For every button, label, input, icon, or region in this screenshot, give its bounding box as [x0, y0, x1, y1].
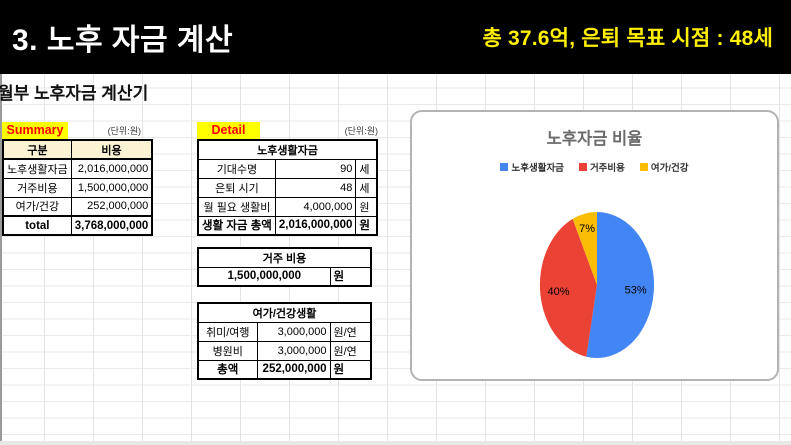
chart-title: 노후자금 비율 [546, 130, 643, 148]
summary-row-label[interactable]: 노후생활자금 [2, 158, 72, 179]
detail-row-label[interactable]: 취미/여행 [197, 321, 258, 342]
detail-row: 총액 252,000,000 원 [197, 359, 372, 380]
detail-table-title[interactable]: 여가/건강생활 [197, 302, 372, 323]
legend-item-label: 거주비용 [589, 163, 625, 174]
summary-row-value[interactable]: 252,000,000 [70, 196, 153, 217]
detail-row-value[interactable]: 1,500,000,000 [197, 266, 331, 287]
detail-row: 월 필요 생활비 4,000,000 원 [197, 196, 378, 217]
detail-row: 기대수명 90 세 [197, 158, 378, 179]
legend-swatch-icon [639, 163, 648, 171]
pie-chart-card[interactable]: 노후자금 비율 노후생활자금 거주비용 여가/건강 53% 40% 7% [410, 110, 779, 381]
summary-row: 여가/건강 252,000,000 [2, 196, 153, 217]
detail-row-label[interactable]: 은퇴 시기 [197, 177, 276, 198]
detail-row-unit[interactable]: 원/연 [329, 340, 372, 361]
summary-table: 구분 비용 노후생활자금 2,016,000,000 거주비용 1,500,000,000… [2, 139, 154, 236]
sheet-title: 월부 노후자금 계산기 [0, 84, 149, 103]
detail-unit-note: (단위:원) [344, 126, 378, 136]
pie-slice-label: 7% [579, 223, 595, 235]
detail-table-title[interactable]: 노후생활자금 [197, 139, 378, 160]
summary-col-header[interactable]: 구분 [2, 139, 72, 160]
legend-item[interactable]: 노후생활자금 [500, 160, 564, 174]
detail-row-value[interactable]: 4,000,000 [274, 196, 357, 217]
chart-legend: 노후생활자금 거주비용 여가/건강 [412, 160, 777, 174]
detail-row-label[interactable]: 병원비 [197, 340, 258, 361]
detail-tag[interactable]: Detail [197, 122, 260, 139]
detail-row-label[interactable]: 월 필요 생활비 [197, 196, 276, 217]
detail-block: Detail (단위:원) 노후생활자금 기대수명 90 세 은퇴 시기 48 세 월 필요 … [197, 121, 378, 380]
detail-row-unit[interactable]: 원 [329, 359, 372, 380]
detail-row: 생활 자금 총액 2,016,000,000 원 [197, 215, 378, 236]
summary-row-label[interactable]: 여가/건강 [2, 196, 72, 217]
detail-row-value[interactable]: 90 [274, 158, 357, 179]
summary-total-value[interactable]: 3,768,000,000 [70, 215, 153, 236]
detail-row-unit[interactable]: 원 [355, 215, 378, 236]
detail-row-unit[interactable]: 세 [355, 158, 378, 179]
legend-item-label: 노후생활자금 [511, 163, 564, 174]
summary-row-label[interactable]: 거주비용 [2, 177, 72, 198]
summary-label-row: Summary (단위:원) [2, 121, 141, 139]
detail-row: 취미/여행 3,000,000 원/연 [197, 321, 372, 342]
legend-swatch-icon [578, 163, 587, 171]
summary-row: 노후생활자금 2,016,000,000 [2, 158, 153, 179]
legend-swatch-icon [500, 163, 509, 171]
page-title: 3. 노후 자금 계산 [12, 24, 234, 57]
detail-row-unit[interactable]: 세 [355, 177, 378, 198]
summary-row-value[interactable]: 2,016,000,000 [70, 158, 153, 179]
spreadsheet-area: 월부 노후자금 계산기 Summary (단위:원) 구분 비용 노후생활자금 2,0… [0, 74, 791, 445]
summary-block: Summary (단위:원) 구분 비용 노후생활자금 2,016,000,000 거주… [2, 121, 154, 236]
detail-row-value[interactable]: 2,016,000,000 [274, 215, 357, 236]
summary-unit-note: (단위:원) [107, 126, 141, 136]
pie-slice[interactable] [586, 212, 655, 359]
detail-row-value[interactable]: 48 [274, 177, 357, 198]
detail-row-value[interactable]: 3,000,000 [256, 340, 331, 361]
pie-chart[interactable]: 53% 40% 7% [412, 112, 781, 383]
detail-table: 여가/건강생활 취미/여행 3,000,000 원/연 병원비 3,000,000 원/연 총… [197, 302, 372, 380]
detail-label-row: Detail (단위:원) [197, 121, 378, 139]
summary-row: 거주비용 1,500,000,000 [2, 177, 153, 198]
pie-slice-label: 40% [547, 286, 569, 298]
detail-table-title[interactable]: 거주 비용 [197, 247, 372, 268]
summary-row-value[interactable]: 1,500,000,000 [70, 177, 153, 198]
detail-row: 은퇴 시기 48 세 [197, 177, 378, 198]
detail-row-label[interactable]: 생활 자금 총액 [197, 215, 276, 236]
pie-slice[interactable] [539, 218, 597, 357]
sheet-bottom-strip [0, 441, 791, 445]
sheet-left-edge [0, 74, 2, 445]
detail-row-unit[interactable]: 원/연 [329, 321, 372, 342]
detail-row-unit[interactable]: 원 [355, 196, 378, 217]
summary-tag[interactable]: Summary [2, 122, 68, 139]
pie-slice[interactable] [572, 211, 597, 285]
top-banner: 3. 노후 자금 계산 총 37.6억, 은퇴 목표 시점 : 48세 [0, 0, 791, 74]
legend-item[interactable]: 여가/건강 [639, 160, 689, 174]
legend-item-label: 여가/건강 [650, 163, 689, 174]
summary-col-header[interactable]: 비용 [70, 139, 153, 160]
detail-row: 1,500,000,000 원 [197, 266, 372, 287]
detail-table: 거주 비용 1,500,000,000 원 [197, 247, 372, 287]
banner-highlight-text: 총 37.6억, 은퇴 목표 시점 : 48세 [482, 27, 773, 50]
summary-total-row: total 3,768,000,000 [2, 215, 153, 236]
detail-table: 노후생활자금 기대수명 90 세 은퇴 시기 48 세 월 필요 생활비 4,000,000 원 생… [197, 139, 378, 236]
detail-row-unit[interactable]: 원 [329, 266, 372, 287]
detail-tables: 노후생활자금 기대수명 90 세 은퇴 시기 48 세 월 필요 생활비 4,000,000 원 생… [197, 139, 378, 380]
summary-total-label[interactable]: total [2, 215, 72, 236]
detail-row-label[interactable]: 기대수명 [197, 158, 276, 179]
summary-table-el: 구분 비용 노후생활자금 2,016,000,000 거주비용 1,500,000,000… [2, 139, 154, 236]
detail-row-value[interactable]: 252,000,000 [256, 359, 331, 380]
detail-row-value[interactable]: 3,000,000 [256, 321, 331, 342]
pie-slice-label: 53% [625, 285, 647, 297]
legend-item[interactable]: 거주비용 [578, 160, 625, 174]
detail-row-label[interactable]: 총액 [197, 359, 258, 380]
detail-row: 병원비 3,000,000 원/연 [197, 340, 372, 361]
